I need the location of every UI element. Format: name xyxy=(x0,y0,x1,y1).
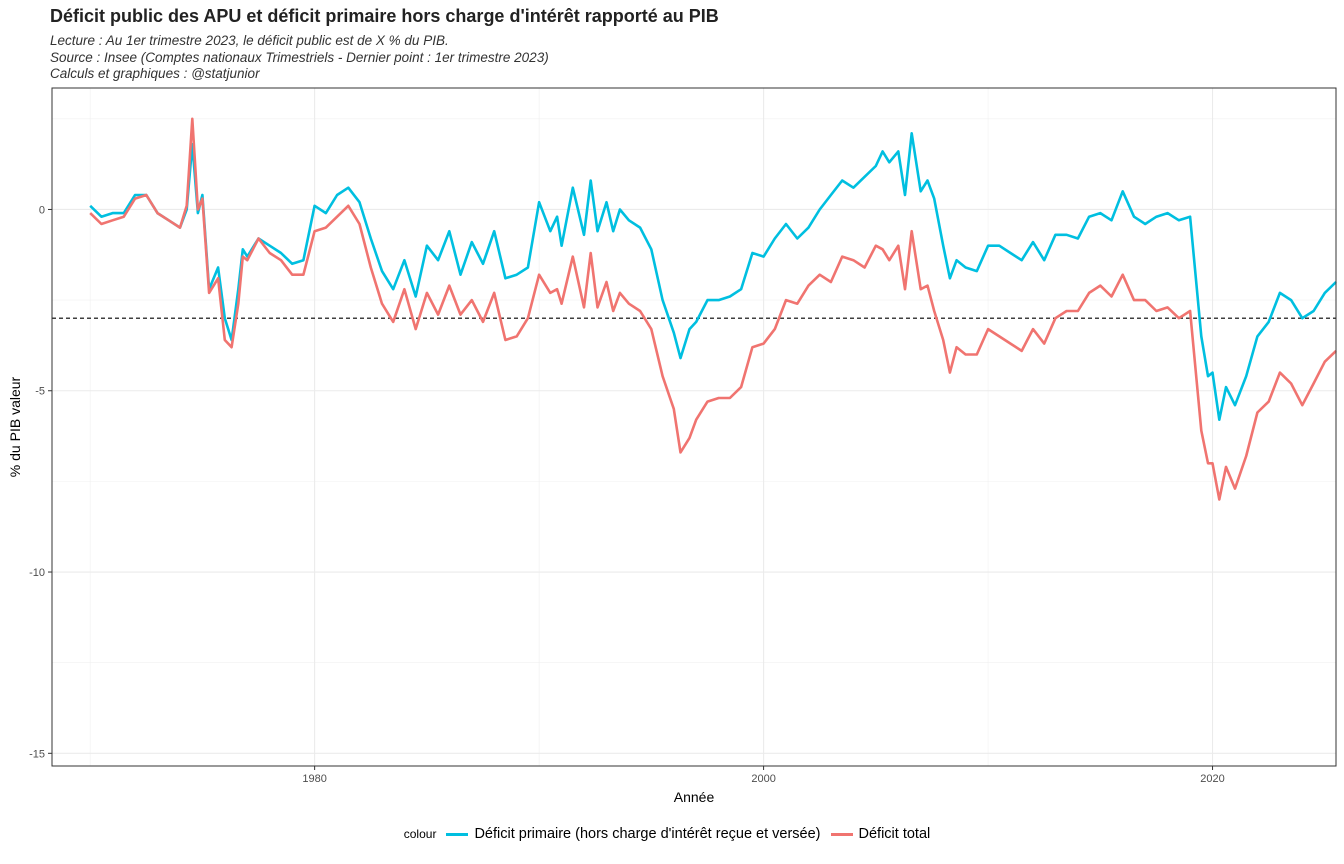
series-line-primary-deficit xyxy=(89,132,1337,421)
legend-label-primary: Déficit primaire (hors charge d'intérêt … xyxy=(474,826,821,842)
x-axis-tick-label: 1980 xyxy=(302,773,326,785)
y-axis-tick-label: -15 xyxy=(29,748,45,760)
x-axis-tick-label: 2000 xyxy=(751,773,775,785)
subtitle-line-credits: Calculs et graphiques : @statjunior xyxy=(50,66,260,81)
series-layer xyxy=(89,117,1337,501)
y-axis-title: % du PIB valeur xyxy=(7,376,23,477)
legend: colour Déficit primaire (hors charge d'i… xyxy=(0,826,1344,842)
chart-title: Déficit public des APU et déficit primai… xyxy=(50,6,719,26)
legend-label-total: Déficit total xyxy=(858,826,931,842)
x-axis-tick-label: 2020 xyxy=(1200,773,1224,785)
subtitle-line-reading: Lecture : Au 1er trimestre 2023, le défi… xyxy=(50,33,449,48)
y-axis-tick-label: -10 xyxy=(29,567,45,579)
y-axis-tick-label: -5 xyxy=(35,386,45,398)
legend-key-total xyxy=(830,832,853,836)
subtitle-line-source: Source : Insee (Comptes nationaux Trimes… xyxy=(50,49,549,65)
plot-panel-border xyxy=(51,87,1337,767)
chart-subtitle: Lecture : Au 1er trimestre 2023, le défi… xyxy=(50,33,549,83)
legend-entry-total: Déficit total xyxy=(830,826,931,842)
y-axis-tick-label: 0 xyxy=(39,204,45,216)
legend-entry-primary: Déficit primaire (hors charge d'intérêt … xyxy=(446,826,821,842)
grid-layer xyxy=(52,88,1336,766)
axis-layer: 1980 2000 2020 0 -5 -10 -15 xyxy=(29,204,1225,785)
series-line-total-deficit xyxy=(89,117,1337,501)
legend-title: colour xyxy=(403,827,437,841)
x-axis-title: Année xyxy=(674,789,715,805)
legend-key-primary xyxy=(446,832,469,836)
